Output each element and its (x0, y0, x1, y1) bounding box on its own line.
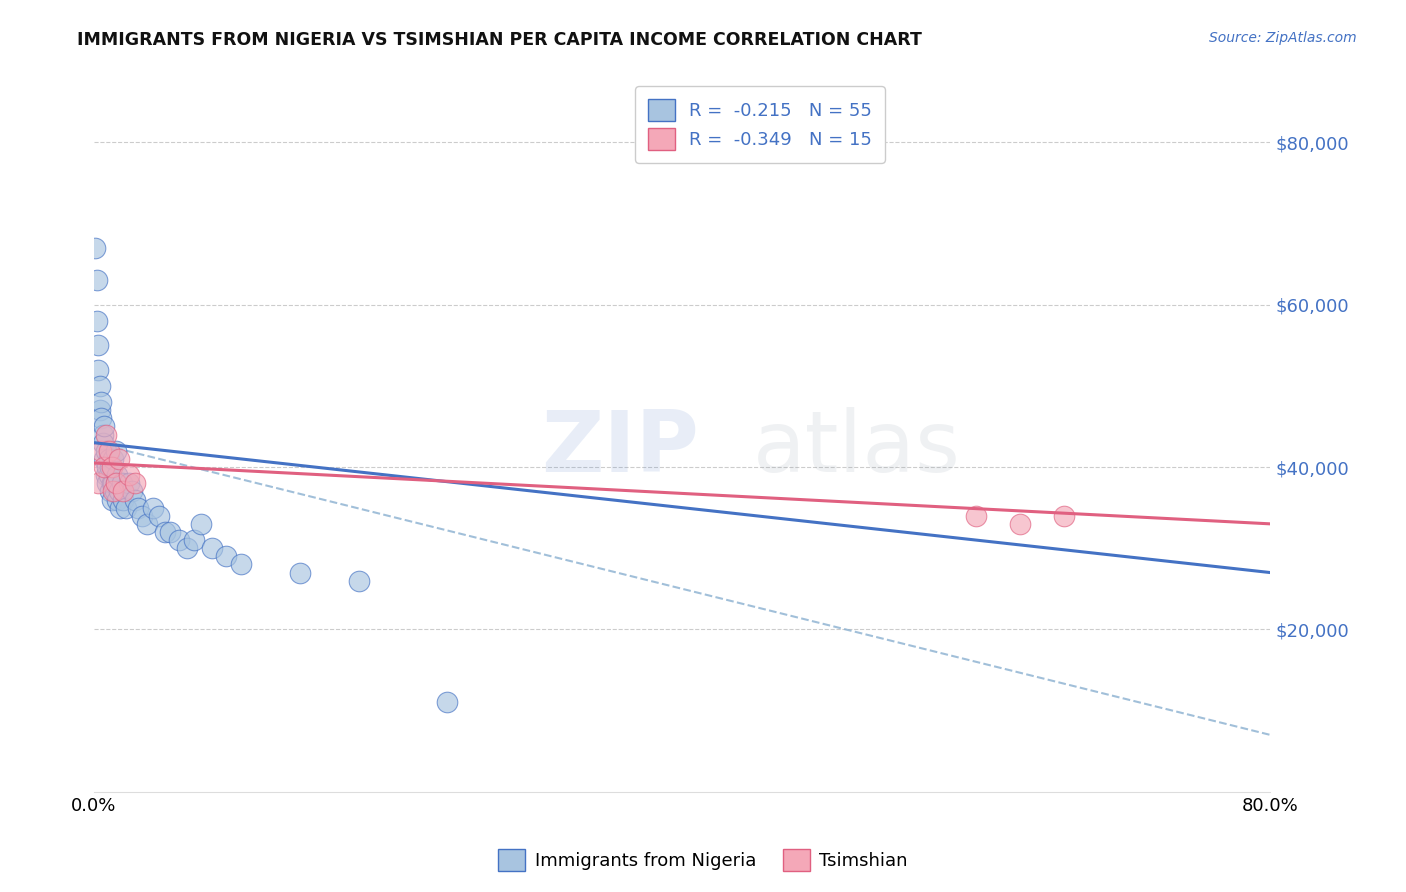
Point (87, 476, 110, 491)
Point (115, 500, 138, 515)
Point (89, 379, 111, 393)
Text: ZIP: ZIP (541, 408, 699, 491)
Point (84, 241, 107, 255)
Point (96, 476, 118, 491)
Point (93, 451, 115, 466)
Point (87, 362, 110, 376)
Point (167, 533, 190, 547)
Point (121, 484, 143, 499)
Point (100, 460, 122, 475)
Point (90, 443, 112, 458)
Point (101, 476, 124, 491)
Point (1053, 508, 1076, 523)
Point (108, 484, 131, 499)
Point (107, 492, 129, 507)
Point (124, 492, 146, 507)
Point (96, 460, 118, 475)
Point (127, 500, 149, 515)
Point (215, 549, 238, 564)
Point (108, 451, 131, 466)
Point (104, 476, 127, 491)
Point (93, 460, 115, 475)
Text: atlas: atlas (752, 408, 960, 491)
Point (86, 273, 108, 287)
Point (200, 541, 222, 556)
Point (93, 419, 115, 434)
Point (87, 338, 110, 352)
Point (101, 484, 124, 499)
Point (436, 695, 458, 709)
Point (94, 443, 117, 458)
Point (135, 516, 157, 531)
Point (101, 451, 124, 466)
Legend: Immigrants from Nigeria, Tsimshian: Immigrants from Nigeria, Tsimshian (491, 842, 915, 879)
Point (118, 468, 141, 483)
Point (110, 500, 132, 515)
Point (112, 484, 135, 499)
Point (97, 451, 120, 466)
Point (124, 476, 146, 491)
Point (131, 508, 153, 523)
Point (347, 574, 370, 588)
Point (90, 411, 112, 425)
Text: IMMIGRANTS FROM NIGERIA VS TSIMSHIAN PER CAPITA INCOME CORRELATION CHART: IMMIGRANTS FROM NIGERIA VS TSIMSHIAN PER… (77, 31, 922, 49)
Point (103, 484, 125, 499)
Point (153, 524, 176, 539)
Point (190, 516, 212, 531)
Point (94, 427, 117, 442)
Point (98, 484, 121, 499)
Point (1010, 516, 1032, 531)
Point (90, 395, 112, 409)
Point (288, 566, 311, 580)
Point (98, 460, 121, 475)
Point (100, 476, 122, 491)
Point (107, 468, 129, 483)
Point (104, 476, 127, 491)
Point (159, 524, 181, 539)
Point (89, 403, 111, 417)
Text: Source: ZipAtlas.com: Source: ZipAtlas.com (1209, 31, 1357, 45)
Point (97, 443, 120, 458)
Point (100, 492, 122, 507)
Point (94, 468, 117, 483)
Point (86, 314, 108, 328)
Point (111, 476, 134, 491)
Point (965, 508, 987, 523)
Legend: R =  -0.215   N = 55, R =  -0.349   N = 15: R = -0.215 N = 55, R = -0.349 N = 15 (636, 87, 884, 163)
Point (112, 492, 135, 507)
Point (118, 476, 141, 491)
Point (142, 500, 165, 515)
Point (148, 508, 170, 523)
Point (104, 443, 127, 458)
Point (91, 427, 114, 442)
Point (183, 533, 205, 547)
Point (91, 435, 114, 450)
Point (176, 541, 198, 556)
Point (229, 558, 252, 572)
Point (97, 468, 120, 483)
